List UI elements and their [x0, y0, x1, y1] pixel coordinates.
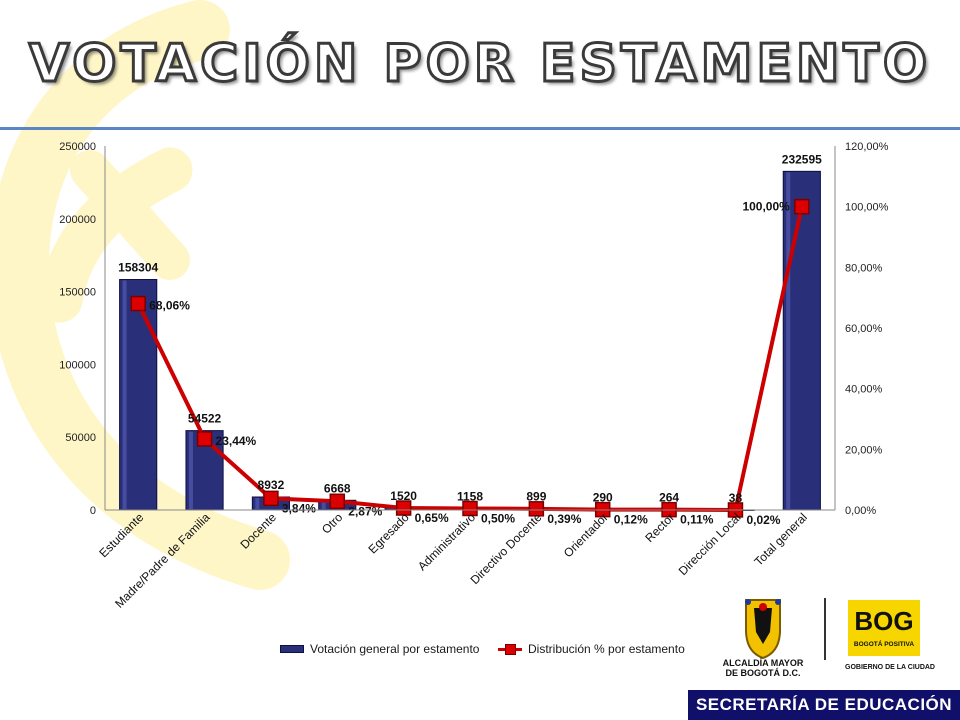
bar-value-label: 158304	[118, 261, 158, 275]
line-percent-label: 23,44%	[216, 434, 257, 448]
bar-value-label: 54522	[188, 412, 222, 426]
line-marker	[196, 431, 213, 447]
bar-value-label: 899	[526, 490, 546, 504]
logo-separator	[824, 598, 826, 672]
alcaldia-line2: DE BOGOTÁ D.C.	[725, 668, 801, 678]
bar-value-label: 232595	[782, 152, 822, 166]
bar-value-label: 1520	[390, 489, 417, 503]
bar-value-label: 6668	[324, 481, 351, 495]
footer-banner: SECRETARÍA DE EDUCACIÓN	[688, 690, 960, 720]
line-percent-label: 2,87%	[348, 504, 382, 518]
left-axis-tick-label: 200000	[59, 214, 96, 226]
legend-item-bars: Votación general por estamento	[280, 642, 479, 656]
right-axis-tick-label: 20,00%	[845, 444, 883, 456]
left-axis: 0 50000 100000 150000 200000 250000	[59, 141, 106, 517]
category-label: Docente	[238, 510, 280, 552]
line-marker	[329, 493, 346, 510]
right-axis-tick-label: 40,00%	[845, 384, 883, 396]
line-marker	[462, 500, 478, 517]
line-percent-label: 0,02%	[746, 513, 780, 527]
line-percent-label: 0,65%	[415, 511, 449, 525]
right-axis-tick-label: 120,00%	[845, 141, 889, 153]
bog-subtitle: GOBIERNO DE LA CIUDAD	[845, 664, 935, 671]
chart: 0 50000 100000 150000 200000 250000 0,00% 20,0…	[59, 141, 889, 611]
alcaldia-line1: ALCALDÍA MAYOR	[722, 658, 804, 668]
line-percent-label: 0,12%	[614, 513, 648, 527]
data-labels: 158304 54522 8932 6668 1520 1158 899 290 264 38 23…	[118, 152, 822, 527]
category-label: Estudiante	[96, 510, 146, 560]
bar-value-label: 290	[593, 491, 613, 505]
line-percent-label: 0,50%	[481, 511, 515, 525]
slide-title: VOTACIÓN POR ESTAMENTO	[27, 33, 932, 96]
bar-highlight	[321, 501, 326, 509]
bar-highlight	[255, 497, 260, 509]
legend-line-label: Distribución % por estamento	[528, 642, 685, 656]
bog-logo-wordmark: BOG	[854, 606, 913, 636]
right-axis-tick-label: 100,00%	[845, 202, 889, 214]
alcaldia-label: ALCALDÍA MAYOR DE BOGOTÁ D.C.	[708, 658, 818, 678]
line-marker	[395, 500, 412, 516]
line-percent-label: 3,84%	[282, 501, 316, 515]
bogota-coat-of-arms-logo	[745, 599, 781, 660]
line-percent-label: 0,39%	[547, 512, 581, 526]
right-axis-tick-label: 60,00%	[845, 323, 883, 335]
line-path	[136, 206, 804, 512]
title-divider	[0, 127, 960, 130]
line-marker	[528, 501, 545, 517]
line-percent-label: 100,00%	[742, 200, 790, 214]
bar-highlight	[188, 431, 193, 509]
legend-bar-swatch	[280, 645, 304, 653]
bar-highlight	[786, 172, 791, 509]
bar-value-label: 264	[659, 491, 679, 505]
line-series	[130, 198, 810, 518]
left-axis-tick-label: 0	[90, 505, 96, 517]
legend-item-line: Distribución % por estamento	[498, 642, 685, 656]
line-marker	[130, 295, 146, 312]
left-axis-tick-label: 150000	[59, 287, 96, 299]
logos-block: BOG BOGOTÁ POSITIVA ALCALDÍA MAYOR DE BO…	[708, 594, 948, 684]
legend-bar-label: Votación general por estamento	[310, 642, 480, 656]
bar-highlight	[122, 280, 127, 509]
bar-value-label: 1158	[457, 489, 483, 503]
line-marker	[794, 198, 810, 215]
line-percent-label: 68,06%	[149, 299, 190, 313]
left-axis-tick-label: 100000	[59, 359, 96, 371]
left-axis-tick-label: 250000	[59, 141, 96, 153]
bar-value-label: 8932	[258, 478, 285, 492]
category-label: Otro	[319, 510, 346, 537]
right-axis-tick-label: 0,00%	[845, 505, 876, 517]
line-percent-label: 0,11%	[680, 513, 714, 527]
bar-value-label: 38	[729, 491, 743, 505]
line-marker	[263, 490, 279, 507]
bog-positiva-logo: BOG BOGOTÁ POSITIVA	[848, 600, 920, 656]
right-axis-tick-label: 80,00%	[845, 262, 883, 274]
left-axis-tick-label: 50000	[65, 432, 96, 444]
right-axis: 0,00% 20,00% 40,00% 60,00% 80,00% 100,00% 120,…	[834, 141, 889, 517]
logo-art: BOG BOGOTÁ POSITIVA	[745, 598, 920, 672]
legend-line-swatch	[498, 643, 522, 655]
bog-logo-tagline: BOGOTÁ POSITIVA	[854, 639, 914, 648]
